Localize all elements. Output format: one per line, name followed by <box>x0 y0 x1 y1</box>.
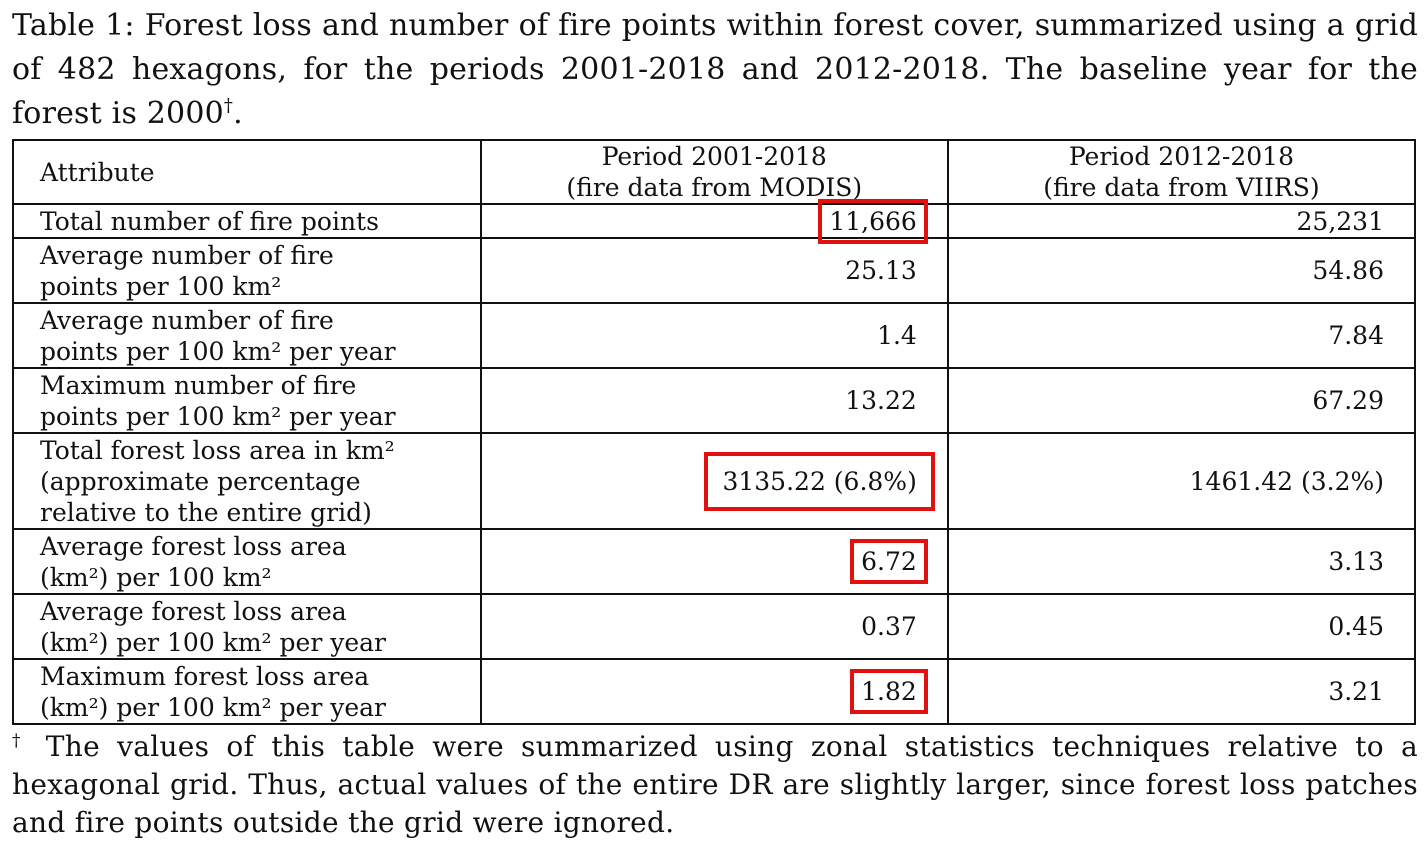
row-label-line: points per 100 km² per year <box>40 336 396 366</box>
header-col1-line2: (fire data from MODIS) <box>566 173 863 202</box>
row-label-line: points per 100 km² per year <box>40 401 396 431</box>
row-value-modis: 11,666 <box>479 198 949 244</box>
table-row: Average number of fire points per 100 km… <box>12 237 1417 304</box>
table-row: Average forest loss area (km²) per 100 k… <box>12 593 1417 660</box>
row-label-line: (km²) per 100 km² per year <box>40 692 386 722</box>
row-label: Maximum forest loss area (km²) per 100 k… <box>12 658 482 725</box>
header-period-2012-2018: Period 2012-2018 (fire data from VIIRS) <box>946 139 1417 205</box>
value: 1.4 <box>877 321 917 350</box>
highlighted-value: 3135.22 (6.8%) <box>704 451 935 511</box>
table-caption: Table 1: Forest loss and number of fire … <box>12 4 1418 136</box>
row-value-viirs: 54.86 <box>946 237 1417 304</box>
table-footnote: † The values of this table were summariz… <box>12 728 1418 842</box>
value: 3.13 <box>1328 547 1384 576</box>
row-value-modis: 3135.22 (6.8%) <box>479 432 949 530</box>
row-label: Total forest loss area in km² (approxima… <box>12 432 482 530</box>
row-value-viirs: 1461.42 (3.2%) <box>946 432 1417 530</box>
row-label-line: (km²) per 100 km² <box>40 562 272 592</box>
row-label: Maximum number of fire points per 100 km… <box>12 367 482 434</box>
row-label-line: points per 100 km² <box>40 271 282 301</box>
row-label-line: Total forest loss area in km² <box>40 435 395 465</box>
value: 13.22 <box>845 386 917 415</box>
row-label-line: relative to the entire grid) <box>40 497 372 527</box>
row-label-line: Maximum forest loss area <box>40 661 370 691</box>
value: 1461.42 (3.2%) <box>1189 466 1384 496</box>
data-table: Attribute Period 2001-2018 (fire data fr… <box>12 139 1417 725</box>
row-value-modis: 1.82 <box>479 658 949 725</box>
row-value-modis: 0.37 <box>479 593 949 660</box>
table-row: Total forest loss area in km² (approxima… <box>12 432 1417 530</box>
footnote-dagger: † <box>12 731 29 751</box>
row-label-line: Average number of fire <box>40 240 334 270</box>
value: 3.21 <box>1328 677 1384 706</box>
row-label-line: Average number of fire <box>40 305 334 335</box>
row-label-line: Maximum number of fire <box>40 370 357 400</box>
caption-dagger: † <box>223 95 234 116</box>
table-row: Maximum forest loss area (km²) per 100 k… <box>12 658 1417 725</box>
row-label: Average number of fire points per 100 km… <box>12 237 482 304</box>
highlighted-value: 6.72 <box>850 539 928 584</box>
row-label-line: Total number of fire points <box>40 206 379 236</box>
header-col2-line1: Period 2012-2018 <box>1068 142 1294 171</box>
row-value-modis: 6.72 <box>479 528 949 595</box>
value: 25,231 <box>1296 206 1384 236</box>
value: 7.84 <box>1328 321 1384 350</box>
value: 25.13 <box>845 256 917 285</box>
row-label: Total number of fire points <box>12 203 482 239</box>
row-label: Average forest loss area (km²) per 100 k… <box>12 593 482 660</box>
value: 54.86 <box>1312 256 1384 285</box>
header-col2-line2: (fire data from VIIRS) <box>1043 173 1320 202</box>
row-label-line: Average forest loss area <box>40 596 347 626</box>
header-attribute: Attribute <box>12 139 482 205</box>
row-value-viirs: 7.84 <box>946 302 1417 369</box>
table-row: Average forest loss area (km²) per 100 k… <box>12 528 1417 595</box>
row-value-modis: 25.13 <box>479 237 949 304</box>
footnote-text: The values of this table were summarized… <box>12 730 1418 839</box>
row-value-viirs: 25,231 <box>946 203 1417 239</box>
table-row: Total number of fire points 11,666 25,23… <box>12 198 1417 244</box>
row-value-viirs: 0.45 <box>946 593 1417 660</box>
header-col1-line1: Period 2001-2018 <box>601 142 827 171</box>
row-value-viirs: 3.21 <box>946 658 1417 725</box>
row-label: Average forest loss area (km²) per 100 k… <box>12 528 482 595</box>
caption-text: Table 1: Forest loss and number of fire … <box>12 8 1418 131</box>
table-row: Maximum number of fire points per 100 km… <box>12 367 1417 434</box>
header-attribute-label: Attribute <box>40 157 155 187</box>
caption-period: . <box>233 96 243 131</box>
highlighted-value: 11,666 <box>818 198 928 244</box>
row-value-viirs: 67.29 <box>946 367 1417 434</box>
value: 67.29 <box>1312 386 1384 415</box>
header-period-2001-2018: Period 2001-2018 (fire data from MODIS) <box>479 139 949 205</box>
value: 0.45 <box>1328 612 1384 641</box>
row-value-modis: 13.22 <box>479 367 949 434</box>
table-header-row: Attribute Period 2001-2018 (fire data fr… <box>12 139 1417 205</box>
row-value-viirs: 3.13 <box>946 528 1417 595</box>
row-value-modis: 1.4 <box>479 302 949 369</box>
row-label-line: (km²) per 100 km² per year <box>40 627 386 657</box>
highlighted-value: 1.82 <box>850 669 928 714</box>
row-label-line: (approximate percentage <box>40 466 361 496</box>
table-row: Average number of fire points per 100 km… <box>12 302 1417 369</box>
value: 0.37 <box>861 612 917 641</box>
row-label-line: Average forest loss area <box>40 531 347 561</box>
row-label: Average number of fire points per 100 km… <box>12 302 482 369</box>
